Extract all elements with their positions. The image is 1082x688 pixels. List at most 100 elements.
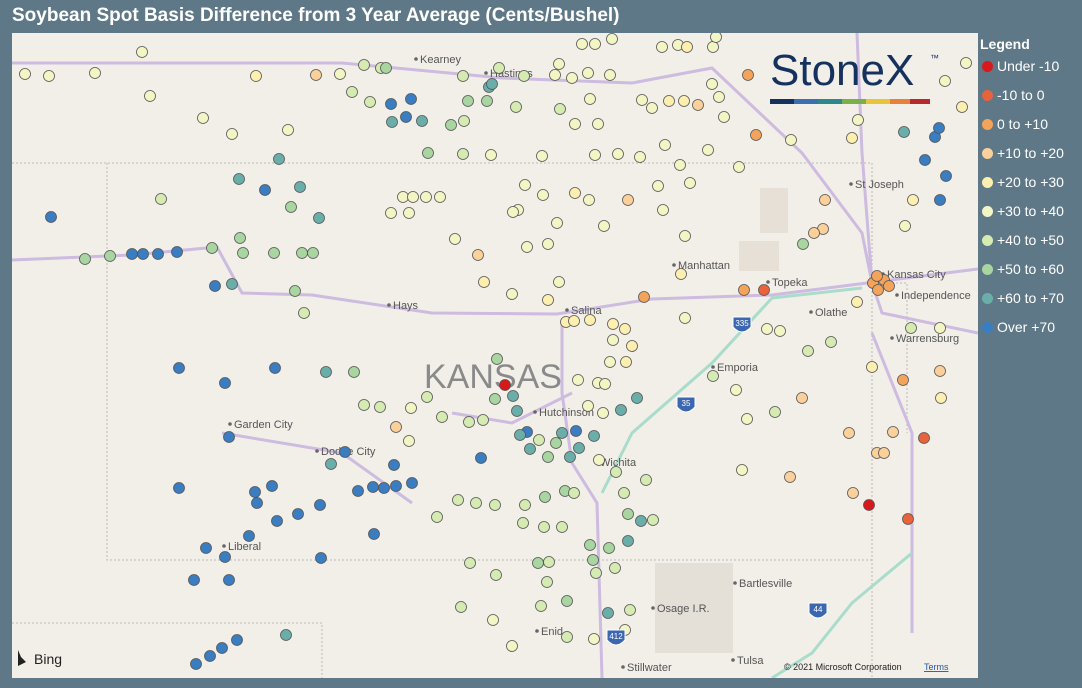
station-dot[interactable] [206,242,218,254]
station-dot[interactable] [863,499,875,511]
station-dot[interactable] [656,41,668,53]
station-dot[interactable] [434,191,446,203]
station-dot[interactable] [733,161,745,173]
station-dot[interactable] [397,191,409,203]
station-dot[interactable] [273,153,285,165]
station-dot[interactable] [603,542,615,554]
station-dot[interactable] [692,99,704,111]
station-dot[interactable] [899,220,911,232]
station-dot[interactable] [851,296,863,308]
station-dot[interactable] [569,187,581,199]
station-dot[interactable] [610,466,622,478]
station-dot[interactable] [269,362,281,374]
station-dot[interactable] [866,361,878,373]
station-dot[interactable] [403,207,415,219]
station-dot[interactable] [104,250,116,262]
station-dot[interactable] [919,154,931,166]
station-dot[interactable] [588,430,600,442]
station-dot[interactable] [403,435,415,447]
station-dot[interactable] [348,366,360,378]
station-dot[interactable] [631,392,643,404]
station-dot[interactable] [536,150,548,162]
legend-item[interactable]: 0 to +10 [980,116,1064,145]
station-dot[interactable] [472,249,484,261]
station-dot[interactable] [622,194,634,206]
station-dot[interactable] [612,148,624,160]
station-dot[interactable] [493,62,505,74]
station-dot[interactable] [681,41,693,53]
station-dot[interactable] [519,499,531,511]
station-dot[interactable] [296,247,308,259]
station-dot[interactable] [576,38,588,50]
station-dot[interactable] [707,370,719,382]
legend-item[interactable]: +30 to +40 [980,203,1064,232]
station-dot[interactable] [521,241,533,253]
station-dot[interactable] [589,38,601,50]
station-dot[interactable] [390,421,402,433]
station-dot[interactable] [364,96,376,108]
station-dot[interactable] [249,486,261,498]
station-dot[interactable] [445,119,457,131]
station-dot[interactable] [431,511,443,523]
station-dot[interactable] [219,377,231,389]
station-dot[interactable] [713,91,725,103]
station-dot[interactable] [934,365,946,377]
station-dot[interactable] [843,427,855,439]
station-dot[interactable] [718,111,730,123]
station-dot[interactable] [808,227,820,239]
station-dot[interactable] [358,399,370,411]
station-dot[interactable] [310,69,322,81]
station-dot[interactable] [640,474,652,486]
station-dot[interactable] [313,212,325,224]
legend-item[interactable]: +60 to +70 [980,290,1064,319]
station-dot[interactable] [590,567,602,579]
station-dot[interactable] [541,576,553,588]
legend-item[interactable]: +10 to +20 [980,145,1064,174]
station-dot[interactable] [367,481,379,493]
station-dot[interactable] [785,134,797,146]
station-dot[interactable] [589,149,601,161]
station-dot[interactable] [416,115,428,127]
station-dot[interactable] [190,658,202,670]
station-dot[interactable] [561,631,573,643]
station-dot[interactable] [478,276,490,288]
station-dot[interactable] [315,552,327,564]
station-dot[interactable] [604,69,616,81]
station-dot[interactable] [774,325,786,337]
station-dot[interactable] [634,151,646,163]
station-dot[interactable] [219,551,231,563]
station-dot[interactable] [918,432,930,444]
legend-item[interactable]: Under -10 [980,58,1064,87]
station-dot[interactable] [216,642,228,654]
station-dot[interactable] [569,118,581,130]
station-dot[interactable] [872,284,884,296]
station-dot[interactable] [19,68,31,80]
station-dot[interactable] [490,569,502,581]
station-dot[interactable] [556,521,568,533]
station-dot[interactable] [237,247,249,259]
station-dot[interactable] [852,114,864,126]
station-dot[interactable] [282,124,294,136]
station-dot[interactable] [405,402,417,414]
station-dot[interactable] [619,323,631,335]
station-dot[interactable] [519,179,531,191]
station-dot[interactable] [358,59,370,71]
station-dot[interactable] [510,101,522,113]
station-dot[interactable] [518,70,530,82]
station-dot[interactable] [390,480,402,492]
station-dot[interactable] [79,253,91,265]
station-dot[interactable] [935,392,947,404]
station-dot[interactable] [940,170,952,182]
station-dot[interactable] [902,513,914,525]
station-dot[interactable] [144,90,156,102]
station-dot[interactable] [464,557,476,569]
station-dot[interactable] [126,248,138,260]
station-dot[interactable] [137,248,149,260]
station-dot[interactable] [449,233,461,245]
station-dot[interactable] [784,471,796,483]
station-dot[interactable] [155,193,167,205]
station-dot[interactable] [636,94,648,106]
legend-item[interactable]: +20 to +30 [980,174,1064,203]
station-dot[interactable] [491,353,503,365]
station-dot[interactable] [960,57,972,69]
